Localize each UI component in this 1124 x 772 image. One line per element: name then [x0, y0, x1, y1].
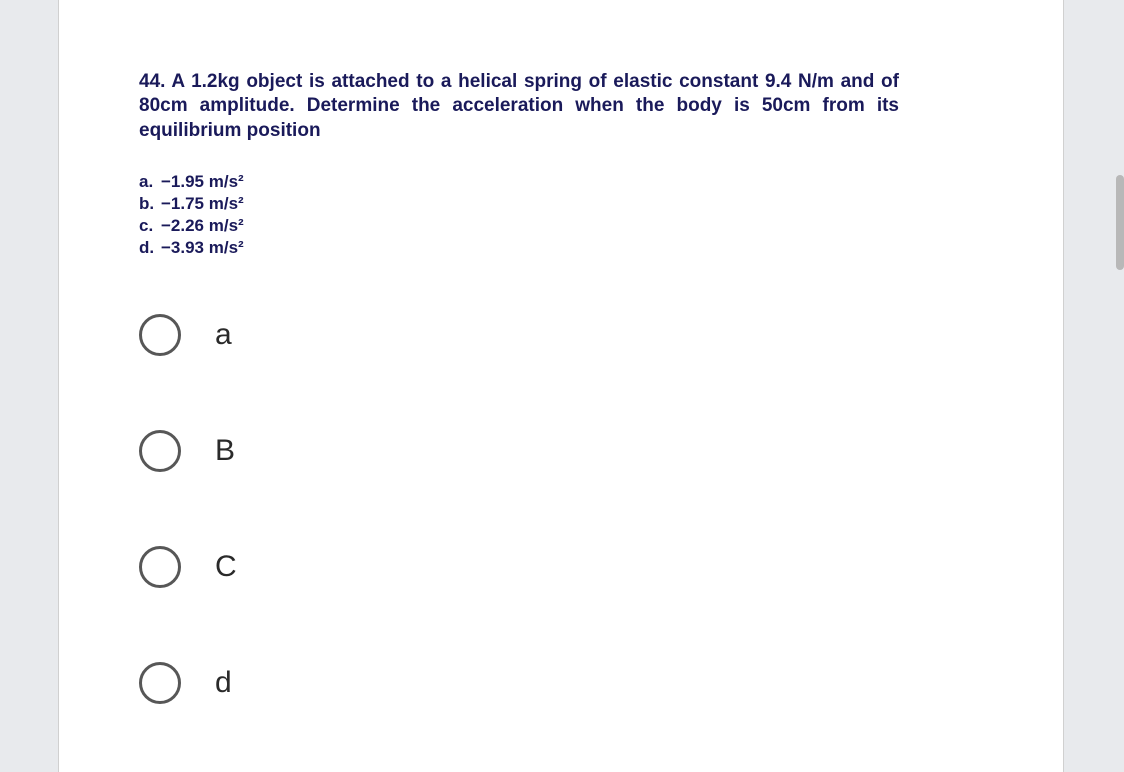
- answer-key-item: a. −1.95 m/s²: [139, 171, 983, 193]
- radio-option-d[interactable]: d: [139, 662, 983, 704]
- answer-key: a.: [139, 171, 161, 193]
- answer-key: d.: [139, 237, 161, 259]
- radio-circle-icon: [139, 662, 181, 704]
- answer-key: c.: [139, 215, 161, 237]
- answer-value: −1.95 m/s²: [161, 171, 244, 193]
- radio-label: a: [215, 318, 232, 352]
- question-text: 44. A 1.2kg object is attached to a heli…: [139, 70, 899, 143]
- answer-key-item: c. −2.26 m/s²: [139, 215, 983, 237]
- radio-label: d: [215, 666, 232, 700]
- answer-key-list: a. −1.95 m/s² b. −1.75 m/s² c. −2.26 m/s…: [139, 171, 983, 259]
- answer-value: −3.93 m/s²: [161, 237, 244, 259]
- answer-key-item: b. −1.75 m/s²: [139, 193, 983, 215]
- radio-option-a[interactable]: a: [139, 314, 983, 356]
- radio-option-c[interactable]: C: [139, 546, 983, 588]
- scrollbar-thumb[interactable]: [1116, 175, 1124, 270]
- answer-value: −1.75 m/s²: [161, 193, 244, 215]
- radio-circle-icon: [139, 314, 181, 356]
- radio-label: C: [215, 550, 237, 584]
- radio-circle-icon: [139, 546, 181, 588]
- answer-value: −2.26 m/s²: [161, 215, 244, 237]
- radio-circle-icon: [139, 430, 181, 472]
- radio-option-b[interactable]: B: [139, 430, 983, 472]
- answer-key: b.: [139, 193, 161, 215]
- question-page: 44. A 1.2kg object is attached to a heli…: [58, 0, 1064, 772]
- answer-key-item: d. −3.93 m/s²: [139, 237, 983, 259]
- radio-group: a B C d: [139, 314, 983, 704]
- radio-label: B: [215, 434, 235, 468]
